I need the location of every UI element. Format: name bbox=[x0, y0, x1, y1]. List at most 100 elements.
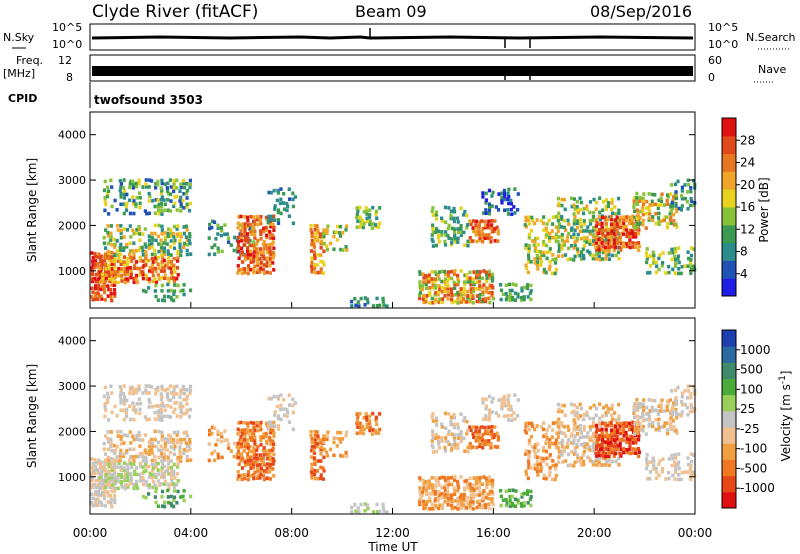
velocity-cell bbox=[131, 408, 135, 412]
velocity-cell bbox=[622, 427, 626, 432]
power-cell bbox=[133, 263, 137, 268]
velocity-cell bbox=[137, 397, 142, 401]
power-cell bbox=[226, 236, 231, 241]
velocity-cell bbox=[431, 489, 435, 493]
velocity-cell bbox=[93, 471, 97, 476]
velocity-cell bbox=[556, 402, 561, 407]
power-cell bbox=[123, 270, 127, 274]
power-cell bbox=[153, 223, 157, 228]
power-cell bbox=[527, 243, 531, 248]
power-cell bbox=[601, 228, 605, 233]
power-cell bbox=[316, 253, 320, 257]
power-cell bbox=[94, 272, 98, 277]
power-cell bbox=[570, 204, 574, 209]
colorbar-tick-label: 24 bbox=[740, 156, 755, 170]
power-cell bbox=[287, 187, 291, 192]
power-cell bbox=[252, 219, 256, 223]
velocity-cell bbox=[170, 469, 174, 474]
velocity-cell bbox=[236, 477, 240, 481]
velocity-cell bbox=[293, 401, 297, 405]
velocity-cell bbox=[252, 462, 256, 467]
velocity-cell bbox=[286, 410, 290, 415]
power-cell bbox=[160, 289, 164, 293]
power-cell bbox=[101, 260, 105, 264]
velocity-cell bbox=[551, 459, 555, 463]
power-cell bbox=[338, 234, 343, 238]
power-cell bbox=[107, 212, 111, 216]
power-cell bbox=[449, 213, 453, 218]
power-cell bbox=[159, 245, 164, 250]
velocity-cell bbox=[551, 441, 555, 446]
velocity-cell bbox=[329, 447, 333, 452]
power-cell bbox=[500, 195, 504, 200]
power-cell bbox=[443, 243, 448, 247]
velocity-cell bbox=[157, 483, 162, 487]
velocity-cell bbox=[657, 425, 661, 430]
nsearch-label: N.Search bbox=[746, 31, 796, 44]
velocity-cell bbox=[170, 478, 174, 483]
velocity-cell bbox=[113, 472, 117, 476]
power-cell bbox=[459, 227, 463, 231]
velocity-cell bbox=[261, 456, 266, 460]
power-cell bbox=[466, 243, 470, 248]
velocity-cell bbox=[628, 451, 632, 456]
velocity-cell bbox=[463, 479, 467, 484]
velocity-cell bbox=[243, 476, 247, 481]
power-cell bbox=[493, 219, 497, 223]
velocity-cell bbox=[617, 402, 621, 407]
power-cell bbox=[108, 287, 113, 292]
velocity-cell bbox=[253, 439, 257, 443]
velocity-cell bbox=[499, 488, 503, 493]
velocity-cell bbox=[147, 417, 151, 422]
power-cell bbox=[660, 192, 664, 197]
power-cell bbox=[488, 276, 492, 280]
velocity-cell bbox=[453, 439, 457, 444]
velocity-cell bbox=[631, 441, 635, 445]
power-cell bbox=[600, 215, 605, 220]
power-cell bbox=[107, 287, 111, 292]
velocity-cell bbox=[258, 453, 263, 457]
velocity-cell bbox=[627, 447, 631, 452]
power-cell bbox=[508, 288, 512, 293]
velocity-cell bbox=[631, 420, 635, 425]
power-cell bbox=[102, 258, 107, 263]
velocity-cell bbox=[259, 435, 263, 439]
velocity-cell bbox=[654, 476, 659, 481]
velocity-cell bbox=[674, 407, 678, 412]
power-cell bbox=[453, 236, 457, 241]
power-cell bbox=[582, 219, 586, 223]
velocity-cell bbox=[162, 404, 166, 408]
power-cell bbox=[430, 209, 434, 214]
power-cell bbox=[253, 222, 257, 226]
power-cell bbox=[545, 222, 549, 226]
power-cell bbox=[150, 270, 154, 274]
velocity-cell bbox=[562, 431, 566, 436]
velocity-cell bbox=[147, 485, 151, 490]
power-cell bbox=[529, 228, 534, 233]
power-cell bbox=[279, 187, 283, 191]
power-cell bbox=[509, 201, 513, 206]
velocity-cell bbox=[176, 479, 180, 483]
power-cell bbox=[644, 251, 649, 255]
power-cell bbox=[322, 249, 326, 254]
power-cell bbox=[265, 235, 269, 240]
power-cell bbox=[533, 221, 537, 226]
velocity-cell bbox=[516, 498, 520, 503]
power-cell bbox=[600, 225, 604, 229]
power-cell bbox=[447, 206, 451, 210]
power-cell bbox=[541, 250, 545, 255]
power-cell bbox=[578, 217, 582, 222]
power-cell bbox=[514, 283, 518, 287]
velocity-cell bbox=[503, 400, 507, 405]
power-cell bbox=[119, 259, 124, 263]
power-cell bbox=[632, 205, 636, 209]
power-cell bbox=[607, 248, 611, 253]
power-cell bbox=[609, 241, 613, 246]
velocity-cell bbox=[557, 441, 561, 445]
power-cell bbox=[147, 185, 151, 189]
power-cell bbox=[236, 225, 240, 230]
power-cell bbox=[178, 189, 182, 194]
power-cell bbox=[256, 268, 260, 272]
velocity-cell bbox=[572, 452, 576, 456]
power-cell bbox=[520, 298, 524, 302]
